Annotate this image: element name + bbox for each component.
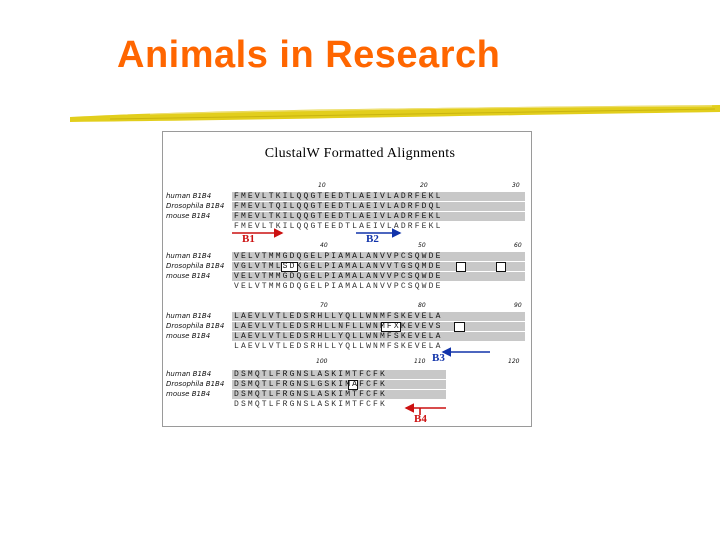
position-number: 110	[414, 358, 426, 365]
b3-label: B3	[432, 352, 445, 364]
species-label: mouse B1B4	[166, 332, 211, 340]
mismatch-box	[348, 380, 358, 390]
position-number: 50	[418, 242, 426, 249]
consensus-row: VELVTMMGDQGELPIAMALANVVPCSQWDE	[234, 282, 443, 291]
sequence-highlight	[232, 192, 525, 201]
position-number: 100	[316, 358, 328, 365]
sequence-highlight	[232, 262, 525, 271]
figure-title: ClustalW Formatted Alignments	[264, 146, 456, 161]
sequence-row: DSMQTLFRGNSLASKIMTFCFK	[234, 390, 387, 399]
consensus-row: FMEVLTKILQQGTEEDTLAEIVLADRFEKL	[234, 222, 443, 231]
species-label: Drosophila B1B4	[166, 380, 225, 388]
species-label: mouse B1B4	[166, 272, 211, 280]
position-number: 80	[418, 302, 426, 309]
consensus-row: LAEVLVTLEDSRHLLYQLLWNMFSKEVELA	[234, 342, 443, 351]
species-label: human B1B4	[166, 370, 212, 378]
species-label: human B1B4	[166, 192, 212, 200]
sequence-row: VELVTMMGDQGELPIAMALANVVPCSQWDE	[234, 272, 443, 281]
sequence-row: LAEVLVTLEDSRHLLYQLLWNMFSKEVELA	[234, 332, 443, 341]
species-label: human B1B4	[166, 312, 212, 320]
sequence-row: LAEVLVTLEDSRHLLNFLLWNMFXKEVEVS	[234, 322, 443, 331]
position-number: 20	[420, 182, 428, 189]
sequence-highlight	[232, 390, 446, 399]
position-number: 90	[514, 302, 522, 309]
sequence-highlight	[232, 202, 525, 211]
species-label: Drosophila B1B4	[166, 262, 225, 270]
mismatch-box	[496, 262, 506, 272]
sequence-highlight	[232, 252, 525, 261]
sequence-highlight	[232, 312, 525, 321]
position-number: 40	[320, 242, 328, 249]
sequence-highlight	[232, 322, 525, 331]
b2-label: B2	[366, 233, 379, 245]
sequence-row: DSMQTLFRGNSLGSKIMAFCFK	[234, 380, 387, 389]
consensus-row: DSMQTLFRGNSLASKIMTFCFK	[234, 400, 387, 409]
b4-label: B4	[414, 413, 427, 425]
mismatch-box	[281, 262, 298, 272]
sequence-row: FMEVLTQILQQGTEEDTLAEIVLADRFDQL	[234, 202, 443, 211]
species-label: Drosophila B1B4	[166, 202, 225, 210]
position-number: 120	[508, 358, 520, 365]
slide-title: Animals in Research	[117, 34, 501, 76]
sequence-row: LAEVLVTLEDSRHLLYQLLWNMFSKEVELA	[234, 312, 443, 321]
position-number: 70	[320, 302, 328, 309]
sequence-row: VGLVTMLSDKGELPIAMALANVVTGSQMDE	[234, 262, 443, 271]
mismatch-box	[456, 262, 466, 272]
mismatch-box	[454, 322, 465, 332]
sequence-row: FMEVLTKILQQGTEEDTLAEIVLADRFEKL	[234, 192, 443, 201]
sequence-row: FMEVLTKILQQGTEEDTLAEIVLADRFEKL	[234, 212, 443, 221]
species-label: human B1B4	[166, 252, 212, 260]
sequence-highlight	[232, 332, 525, 341]
position-number: 60	[514, 242, 522, 249]
species-label: mouse B1B4	[166, 390, 211, 398]
sequence-highlight	[232, 370, 446, 379]
b1-label: B1	[242, 233, 255, 245]
species-label: Drosophila B1B4	[166, 322, 225, 330]
sequence-row: DSMQTLFRGNSLASKIMTFCFK	[234, 370, 387, 379]
mismatch-box	[381, 322, 401, 332]
sequence-highlight	[232, 380, 446, 389]
position-number: 30	[512, 182, 520, 189]
position-number: 10	[318, 182, 326, 189]
sequence-highlight	[232, 212, 525, 221]
species-label: mouse B1B4	[166, 212, 211, 220]
sequence-row: VELVTMMGDQGELPIAMALANVVPCSQWDE	[234, 252, 443, 261]
title-underline	[70, 105, 720, 122]
sequence-highlight	[232, 272, 525, 281]
